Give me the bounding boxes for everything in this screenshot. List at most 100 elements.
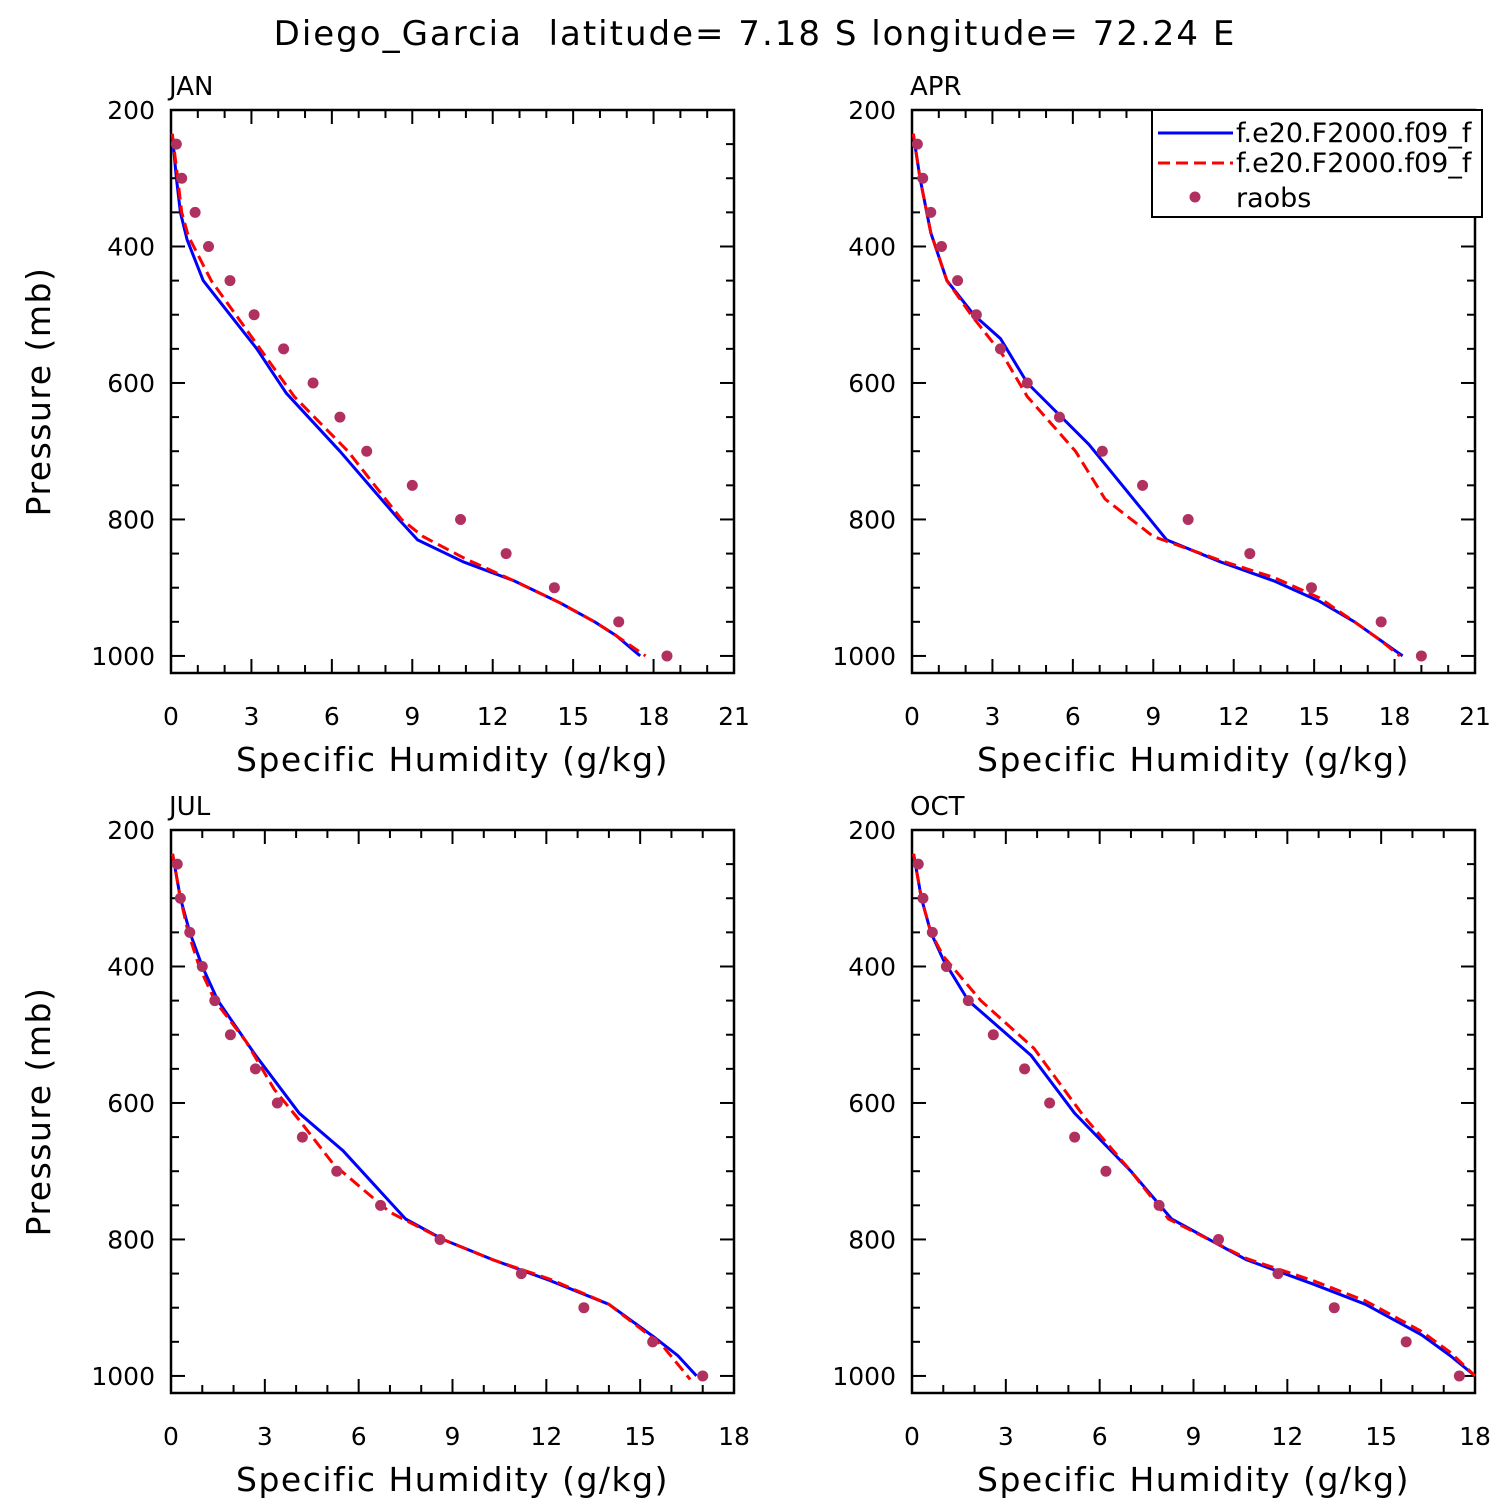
x-tick-label: 15 bbox=[1365, 1422, 1397, 1451]
y-tick-label: 400 bbox=[848, 232, 896, 261]
x-tick-label: 9 bbox=[1145, 702, 1161, 731]
raobs-point bbox=[935, 240, 947, 252]
y-tick-label: 400 bbox=[107, 232, 155, 261]
x-tick-label: 12 bbox=[477, 702, 509, 731]
panel-title: OCT bbox=[910, 792, 965, 822]
raobs-point bbox=[189, 206, 201, 218]
raobs-point bbox=[697, 1370, 709, 1382]
raobs-point bbox=[1069, 1131, 1081, 1143]
y-tick-label: 800 bbox=[107, 505, 155, 534]
y-tick-label: 1000 bbox=[91, 642, 155, 671]
x-axis-label: Specific Humidity (g/kg) bbox=[977, 740, 1410, 779]
model-2-line bbox=[912, 853, 1477, 1377]
raobs-point bbox=[1213, 1233, 1225, 1245]
x-tick-label: 0 bbox=[163, 1422, 179, 1451]
y-tick-label: 200 bbox=[107, 96, 155, 125]
raobs-point bbox=[375, 1199, 387, 1211]
raobs-point bbox=[1153, 1199, 1165, 1211]
raobs-point bbox=[548, 582, 560, 594]
legend-label-raobs: raobs bbox=[1236, 183, 1311, 214]
y-tick-label: 1000 bbox=[832, 1362, 896, 1391]
y-tick-label: 600 bbox=[107, 369, 155, 398]
raobs-point bbox=[1096, 445, 1108, 457]
legend-label-model-2: f.e20.F2000.f09_f bbox=[1236, 148, 1473, 179]
x-tick-label: 18 bbox=[638, 702, 670, 731]
raobs-point bbox=[406, 479, 418, 491]
x-axis-label: Specific Humidity (g/kg) bbox=[236, 1460, 669, 1499]
raobs-point bbox=[249, 1063, 261, 1075]
x-tick-label: 9 bbox=[1186, 1422, 1202, 1451]
raobs-point bbox=[661, 650, 673, 662]
x-tick-label: 21 bbox=[718, 702, 750, 731]
x-tick-label: 15 bbox=[1298, 702, 1330, 731]
raobs-point bbox=[209, 995, 221, 1007]
raobs-point bbox=[917, 172, 929, 184]
x-axis-label: Specific Humidity (g/kg) bbox=[236, 740, 669, 779]
x-tick-label: 3 bbox=[257, 1422, 273, 1451]
x-tick-label: 18 bbox=[1379, 702, 1411, 731]
legend-swatch-raobs bbox=[1189, 191, 1201, 203]
panel-oct: 0 3 6 9 12 15 18 200 400 600 800 1000 OCT Specific Hu… bbox=[832, 792, 1491, 1499]
x-tick-label: 3 bbox=[998, 1422, 1014, 1451]
x-tick-label: 15 bbox=[624, 1422, 656, 1451]
raobs-point bbox=[1137, 479, 1149, 491]
panel-jan: 0 3 6 9 12 15 18 21 200 400 600 800 1000 JAN Specific … bbox=[19, 72, 750, 779]
x-tick-label: 6 bbox=[324, 702, 340, 731]
raobs-point bbox=[171, 858, 183, 870]
raobs-point bbox=[1053, 411, 1065, 423]
raobs-point bbox=[926, 926, 938, 938]
x-tick-label: 12 bbox=[530, 1422, 562, 1451]
x-tick-label: 0 bbox=[904, 702, 920, 731]
y-tick-label: 600 bbox=[848, 1089, 896, 1118]
y-tick-label: 200 bbox=[848, 816, 896, 845]
legend-label-model-1: f.e20.F2000.f09_f bbox=[1236, 118, 1473, 149]
raobs-point bbox=[1375, 616, 1387, 628]
raobs-point bbox=[1305, 582, 1317, 594]
raobs-point bbox=[176, 172, 188, 184]
y-tick-label: 800 bbox=[848, 1225, 896, 1254]
raobs-point bbox=[307, 377, 319, 389]
raobs-point bbox=[970, 309, 982, 321]
raobs-point bbox=[515, 1268, 527, 1280]
raobs-point bbox=[271, 1097, 283, 1109]
raobs-point bbox=[500, 548, 512, 560]
legend-box bbox=[1151, 109, 1483, 218]
y-tick-label: 800 bbox=[848, 505, 896, 534]
raobs-point bbox=[911, 138, 923, 150]
raobs-point bbox=[1100, 1165, 1112, 1177]
raobs-point bbox=[1182, 513, 1194, 525]
plot-frame bbox=[169, 108, 736, 675]
panel-title: JUL bbox=[167, 792, 211, 822]
y-tick-label: 600 bbox=[848, 369, 896, 398]
raobs-point bbox=[296, 1131, 308, 1143]
y-tick-label: 600 bbox=[107, 1089, 155, 1118]
raobs-point bbox=[170, 138, 182, 150]
raobs-point bbox=[1272, 1268, 1284, 1280]
x-tick-label: 12 bbox=[1271, 1422, 1303, 1451]
y-tick-label: 800 bbox=[107, 1225, 155, 1254]
x-tick-label: 6 bbox=[351, 1422, 367, 1451]
raobs-point bbox=[434, 1233, 446, 1245]
x-tick-label: 18 bbox=[718, 1422, 750, 1451]
raobs-point bbox=[184, 926, 196, 938]
panel-title: JAN bbox=[167, 72, 213, 102]
raobs-point bbox=[1400, 1336, 1412, 1348]
raobs-point bbox=[1453, 1370, 1465, 1382]
x-tick-label: 15 bbox=[557, 702, 589, 731]
x-tick-label: 9 bbox=[445, 1422, 461, 1451]
raobs-point bbox=[196, 960, 208, 972]
raobs-point bbox=[455, 513, 467, 525]
raobs-point bbox=[925, 206, 937, 218]
y-tick-label: 200 bbox=[107, 816, 155, 845]
raobs-point bbox=[334, 411, 346, 423]
raobs-point bbox=[962, 995, 974, 1007]
raobs-point bbox=[174, 892, 186, 904]
x-tick-label: 12 bbox=[1218, 702, 1250, 731]
legend: f.e20.F2000.f09_f f.e20.F2000.f09_f raob… bbox=[1151, 109, 1483, 218]
x-axis-label: Specific Humidity (g/kg) bbox=[977, 1460, 1410, 1499]
model-2-line bbox=[170, 133, 647, 658]
x-tick-label: 0 bbox=[163, 702, 179, 731]
raobs-point bbox=[203, 240, 215, 252]
raobs-point bbox=[912, 858, 924, 870]
x-tick-label: 3 bbox=[243, 702, 259, 731]
